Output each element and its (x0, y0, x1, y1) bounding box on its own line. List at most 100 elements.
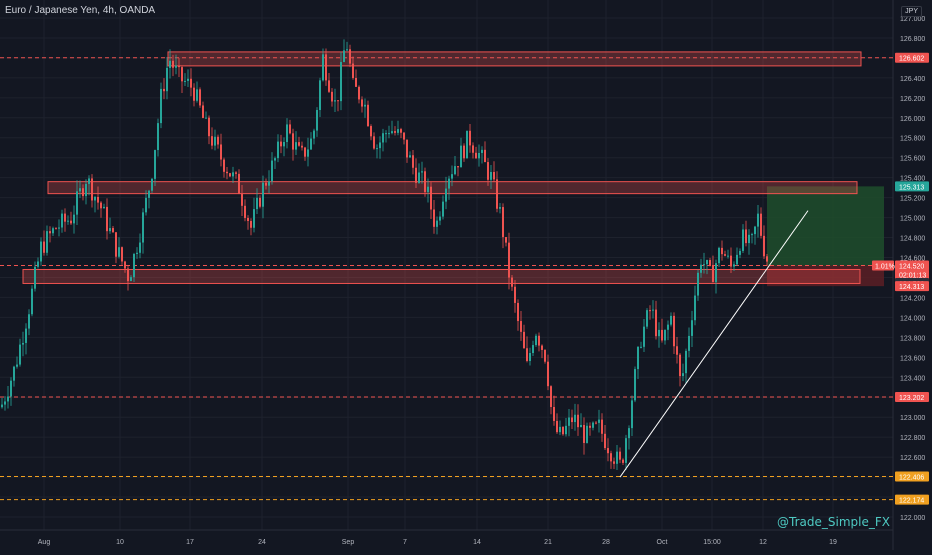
candle-body (40, 241, 42, 262)
candle-body (148, 190, 150, 198)
candle-body (388, 133, 390, 135)
candle-body (640, 346, 642, 348)
candle-body (730, 255, 732, 267)
candle-body (400, 129, 402, 133)
candle-body (661, 329, 663, 341)
candle-body (79, 188, 81, 192)
candle-body (718, 247, 720, 264)
candle-body (469, 130, 471, 146)
candle-body (82, 188, 84, 197)
candle-body (706, 260, 708, 265)
candle-body (316, 110, 318, 131)
candle-body (49, 231, 51, 234)
price-axis-badge (895, 494, 929, 505)
y-tick-label: 124.200 (900, 295, 925, 302)
candle-body (655, 309, 657, 337)
candle-body (115, 232, 117, 257)
x-tick-label: 24 (258, 539, 266, 546)
candle-body (691, 320, 693, 336)
candle-body (466, 130, 468, 159)
candle-body (67, 220, 69, 222)
candle-body (541, 345, 543, 350)
candle-body (178, 65, 180, 68)
candle-body (121, 247, 123, 262)
candle-body (1, 404, 3, 408)
candle-body (16, 364, 18, 367)
candle-body (313, 130, 315, 139)
candle-body (361, 99, 363, 107)
x-tick-label: 10 (116, 539, 124, 546)
candle-body (748, 234, 750, 244)
candle-body (379, 142, 381, 149)
candle-body (22, 342, 24, 345)
candle-body (622, 459, 624, 463)
candle-body (172, 60, 174, 68)
candle-body (298, 142, 300, 146)
candle-body (580, 424, 582, 428)
candle-body (643, 326, 645, 347)
candle-body (445, 188, 447, 202)
candle-body (490, 171, 492, 180)
price-axis-badge-text: 122.174 (899, 498, 924, 505)
candle-body (280, 141, 282, 147)
candle-body (259, 197, 261, 207)
candle-body (367, 104, 369, 127)
x-tick-label: 15:00 (703, 539, 721, 546)
candle-body (496, 179, 498, 209)
candle-body (451, 174, 453, 179)
x-tick-label: 7 (403, 539, 407, 546)
candle-body (64, 213, 66, 222)
candle-body (7, 396, 9, 402)
y-tick-label: 125.000 (900, 216, 925, 223)
candle-body (376, 148, 378, 150)
candle-body (538, 335, 540, 346)
candle-body (709, 260, 711, 266)
candle-body (763, 235, 765, 257)
x-tick-label: Sep (342, 539, 355, 546)
y-tick-label: 125.800 (900, 136, 925, 143)
candle-body (151, 178, 153, 191)
candle-body (247, 217, 249, 221)
candle-body (319, 80, 321, 111)
candle-body (415, 167, 417, 183)
candle-body (250, 220, 252, 228)
candle-body (265, 182, 267, 186)
candle-body (31, 288, 33, 315)
candle-body (412, 155, 414, 168)
candle-body (58, 227, 60, 229)
candle-body (226, 171, 228, 174)
candle-body (616, 451, 618, 464)
candle-body (673, 315, 675, 347)
candle-body (667, 324, 669, 330)
candle-body (439, 216, 441, 221)
candle-body (499, 207, 501, 209)
candle-body (112, 228, 114, 233)
candle-body (721, 247, 723, 255)
candle-body (373, 136, 375, 149)
currency-badge[interactable]: JPY (901, 6, 922, 17)
candle-body (307, 149, 309, 157)
candle-body (103, 206, 105, 209)
candle-body (553, 406, 555, 421)
candle-body (211, 136, 213, 146)
candle-body (25, 328, 27, 343)
candle-body (631, 400, 633, 429)
candle-body (481, 149, 483, 153)
candle-body (556, 420, 558, 433)
y-tick-label: 122.000 (900, 515, 925, 522)
stop-zone (767, 265, 884, 287)
y-tick-label: 126.200 (900, 96, 925, 103)
candle-body (694, 295, 696, 321)
candle-body (460, 145, 462, 168)
candle-body (736, 254, 738, 265)
candle-body (52, 228, 54, 234)
price-axis-badge (895, 471, 929, 482)
y-tick-label: 125.600 (900, 156, 925, 163)
candle-body (73, 214, 75, 224)
target-zone (767, 186, 884, 266)
candle-body (688, 335, 690, 351)
y-tick-label: 126.400 (900, 76, 925, 83)
candle-body (220, 144, 222, 160)
